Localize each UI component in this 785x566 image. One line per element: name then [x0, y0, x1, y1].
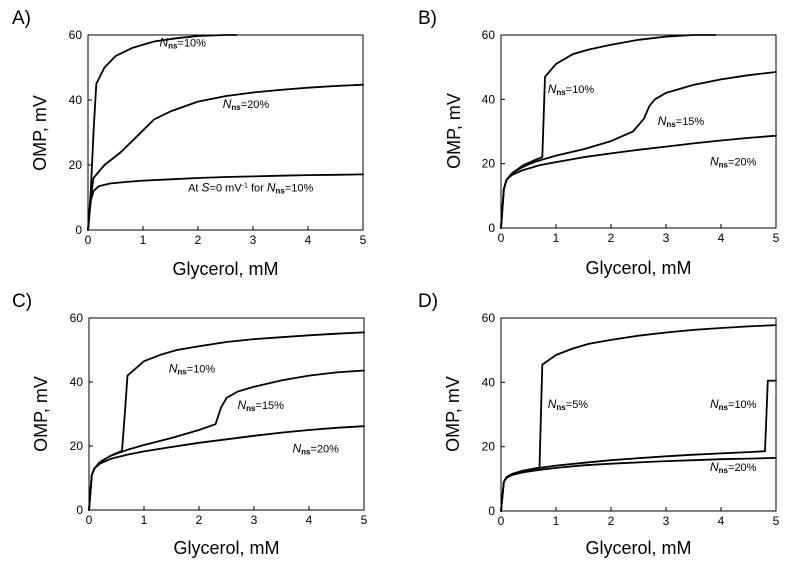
series-line-1: [88, 331, 365, 511]
panel-3: C) 0 1 2 3 4 5 0 20 40 60 Glycerol, mM OMP, mV Nns=10…: [12, 291, 368, 558]
x-tick-label: 2: [608, 231, 615, 245]
y-axis-label: OMP, mV: [31, 376, 51, 452]
series-line-1: [500, 34, 717, 229]
x-tick-label: 4: [718, 231, 725, 245]
curve-annotation: Nns=15%: [238, 398, 285, 413]
x-tick-label: 2: [196, 513, 203, 527]
x-axis-label: Glycerol, mM: [173, 538, 279, 558]
y-tick-label: 20: [482, 440, 496, 454]
y-tick-label: 20: [69, 158, 83, 172]
x-tick-label: 3: [250, 233, 257, 247]
y-tick-label: 0: [488, 221, 495, 235]
curve-annotation: At S=0 mV-1 for Nns=10%: [188, 181, 313, 196]
axes-frame: [500, 317, 777, 512]
x-axis-label: Glycerol, mM: [585, 258, 691, 278]
y-axis-label: OMP, mV: [443, 376, 463, 452]
series-line-2: [87, 83, 364, 231]
y-axis-label: OMP, mV: [444, 93, 464, 169]
x-tick-label: 5: [361, 513, 368, 527]
y-tick-label: 40: [70, 375, 84, 389]
y-tick-label: 40: [69, 93, 83, 107]
x-tick-label: 2: [195, 233, 202, 247]
x-axis-label: Glycerol, mM: [172, 259, 278, 279]
y-tick-label: 40: [482, 375, 496, 389]
panel-1: A) 0 1 2 3 4 5 0 20 40 60 Glycerol, mM OMP, mV Nns=10…: [12, 8, 367, 279]
x-tick-label: 2: [608, 514, 615, 528]
x-tick-label: 0: [86, 513, 93, 527]
y-axis-label: OMP, mV: [30, 95, 50, 171]
panel-4: D) 0 1 2 3 4 5 0 20 40 60 Glycerol, mM OMP, mV Nns=5%…: [418, 291, 780, 558]
y-tick-label: 20: [70, 439, 84, 453]
x-tick-label: 5: [360, 233, 367, 247]
series-line-3: [87, 173, 364, 231]
panel-letter: C): [12, 291, 32, 312]
x-tick-label: 4: [718, 514, 725, 528]
y-tick-label: 60: [482, 311, 496, 325]
x-tick-label: 4: [305, 233, 312, 247]
y-tick-label: 40: [482, 92, 496, 106]
y-tick-label: 0: [76, 503, 83, 517]
curve-annotation: Nns=10%: [160, 35, 207, 50]
curve-annotation: Nns=20%: [710, 154, 757, 169]
y-tick-label: 20: [482, 157, 496, 171]
panel-2: B) 0 1 2 3 4 5 0 20 40 60 Glycerol, mM OMP, mV Nns=10…: [418, 8, 780, 278]
curve-annotation: Nns=20%: [710, 460, 757, 475]
y-tick-label: 60: [69, 28, 83, 42]
x-axis-label: Glycerol, mM: [585, 538, 691, 558]
curve-annotation: Nns=10%: [169, 361, 216, 376]
series-line-2: [500, 71, 777, 229]
series-line-2: [88, 369, 365, 511]
axes-frame: [88, 317, 365, 511]
curve-annotation: Nns=10%: [548, 82, 595, 97]
series-line-3: [500, 457, 777, 512]
y-tick-label: 60: [70, 311, 84, 325]
curve-annotation: Nns=20%: [223, 97, 270, 112]
series-line-1: [500, 324, 777, 512]
x-tick-label: 1: [141, 513, 148, 527]
y-tick-label: 0: [75, 223, 82, 237]
curve-annotation: Nns=20%: [293, 441, 340, 456]
series-line-3: [88, 425, 365, 511]
curve-annotation: Nns=10%: [710, 397, 757, 412]
axes-frame: [87, 34, 364, 231]
curve-annotation: Nns=5%: [548, 397, 589, 412]
panel-letter: A): [12, 8, 31, 29]
series-line-3: [500, 134, 777, 229]
y-tick-label: 60: [482, 28, 496, 42]
x-tick-label: 4: [306, 513, 313, 527]
panel-letter: D): [418, 291, 438, 312]
x-tick-label: 0: [85, 233, 92, 247]
x-tick-label: 1: [553, 514, 560, 528]
series-line-1: [87, 34, 238, 231]
x-tick-label: 5: [773, 514, 780, 528]
x-tick-label: 1: [553, 231, 560, 245]
x-tick-label: 3: [251, 513, 258, 527]
x-tick-label: 0: [498, 514, 505, 528]
x-tick-label: 3: [663, 514, 670, 528]
x-tick-label: 1: [140, 233, 147, 247]
y-tick-label: 0: [488, 504, 495, 518]
axes-frame: [500, 34, 777, 229]
x-tick-label: 5: [773, 231, 780, 245]
x-tick-label: 3: [663, 231, 670, 245]
curve-annotation: Nns=15%: [658, 114, 705, 129]
x-tick-label: 0: [498, 231, 505, 245]
panel-letter: B): [418, 8, 437, 29]
